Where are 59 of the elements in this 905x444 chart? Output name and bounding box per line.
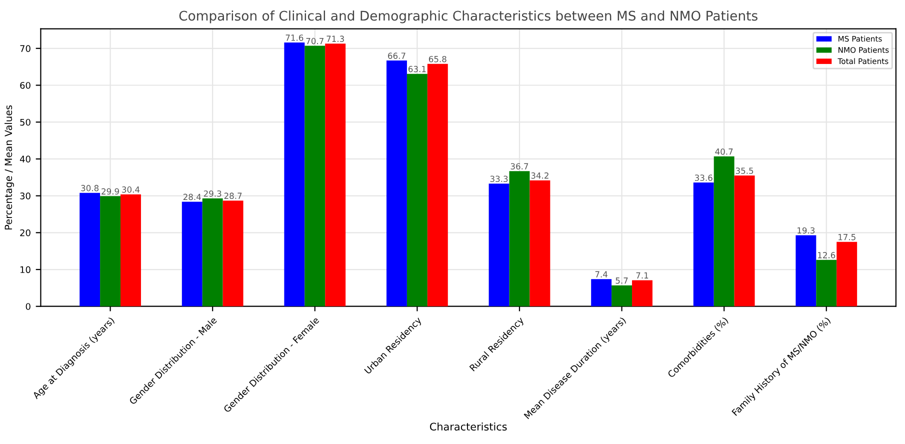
bar [591,279,612,306]
bar [182,202,202,306]
y-tick-label: 20 [20,229,30,236]
data-label: 33.6 [694,174,712,181]
y-tick-label: 70 [20,45,30,52]
data-label: 35.5 [736,168,754,174]
y-axis-title: Percentage / Mean Values [4,105,14,230]
data-label: 17.5 [838,234,856,240]
data-label: 30.4 [122,186,140,193]
bar [632,280,652,306]
data-label: 28.7 [224,192,242,199]
y-tick-label: 40 [20,156,30,163]
data-label: 70.7 [306,38,324,44]
bar [304,46,326,306]
y-tick-label: 10 [20,266,30,274]
bar [693,182,714,306]
bar [325,44,346,306]
data-label: 29.9 [102,188,119,195]
data-label: 28.4 [183,194,201,200]
data-label: 71.6 [286,34,304,41]
chart-title: Comparison of Clinical and Demographic Characteristics between MS and NMO Patients [179,10,758,24]
data-label: 40.7 [715,148,733,155]
data-label: 19.3 [798,227,815,234]
bar [222,200,244,306]
data-label: 63.1 [408,66,426,72]
data-label: 36.7 [510,163,528,170]
y-tick-label: 0 [26,303,30,310]
bar [612,285,632,306]
bar [488,184,510,306]
bar [80,192,100,306]
bar [100,196,121,306]
y-tick-label: 30 [20,192,30,200]
data-label: 7.4 [595,271,608,278]
y-tick-label: 60 [20,82,30,89]
bar [734,176,755,306]
bar [530,180,550,306]
bar [816,260,837,306]
bar [509,171,530,306]
data-label: 5.7 [616,278,628,284]
bar [406,74,428,306]
data-label: 12.6 [818,252,836,258]
bar [836,242,858,306]
data-label: 33.3 [490,176,508,182]
bar [796,235,816,306]
data-label: 29.3 [204,190,222,197]
data-label: 34.2 [531,172,548,179]
bar [714,156,734,306]
data-label: 66.7 [388,52,406,59]
bar [202,198,223,306]
data-label: 30.8 [81,184,99,192]
data-label: 65.8 [428,56,446,62]
data-label: 7.1 [636,272,648,278]
y-tick-label: 50 [20,118,30,126]
data-label: 71.3 [326,36,344,42]
bar [284,42,305,306]
bar [386,60,407,306]
bar [120,194,141,306]
x-axis-title: Characteristics [430,422,507,431]
bar [427,64,448,306]
